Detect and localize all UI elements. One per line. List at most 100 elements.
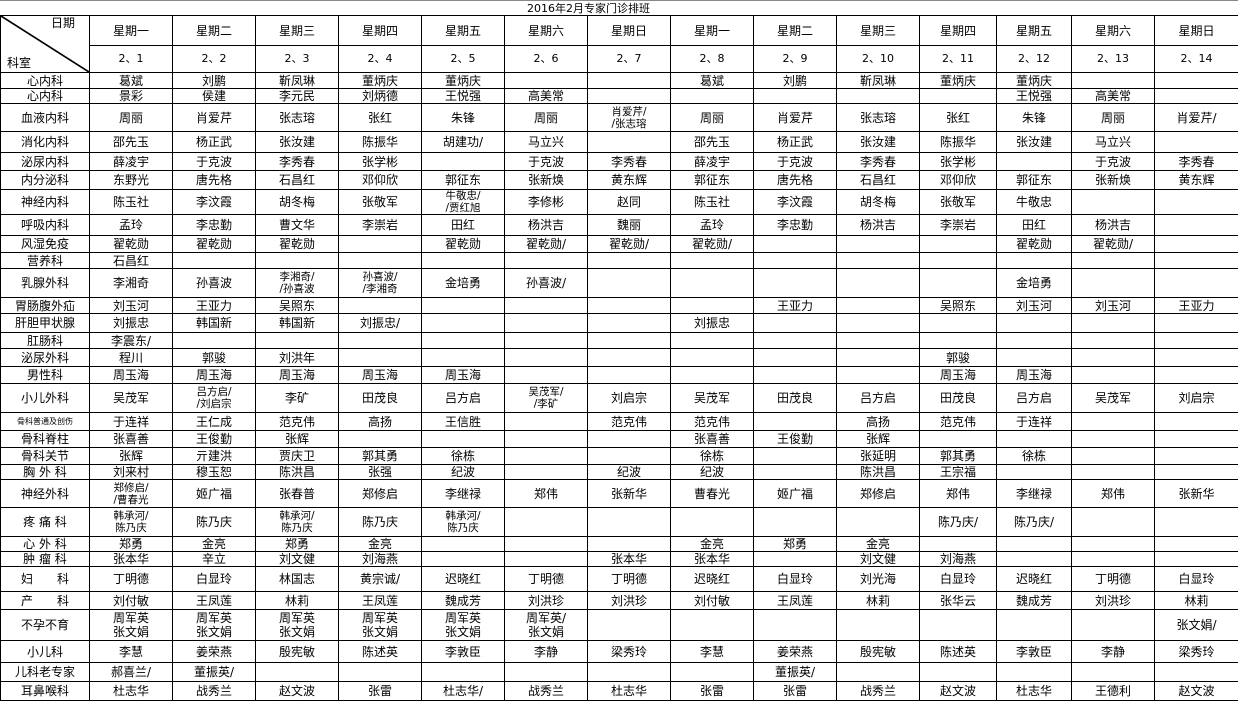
doctor-cell: 石昌红 bbox=[837, 171, 920, 190]
doctor-cell: 周丽 bbox=[505, 104, 588, 132]
doctor-cell: 林国志 bbox=[256, 567, 339, 592]
doctor-cell: 范克伟 bbox=[256, 413, 339, 431]
doctor-cell: 黄宗诚/ bbox=[339, 567, 422, 592]
doctor-cell: 杨洪吉 bbox=[837, 215, 920, 236]
weekday-header: 星期四 bbox=[920, 16, 997, 46]
dept-header-label: 科室 bbox=[7, 56, 31, 70]
doctor-cell: 李敦臣 bbox=[997, 641, 1072, 663]
doctor-cell: 刘玉河 bbox=[997, 298, 1072, 314]
doctor-cell bbox=[588, 89, 671, 104]
doctor-cell bbox=[671, 333, 754, 349]
doctor-cell: 迟晓红 bbox=[422, 567, 505, 592]
doctor-cell: 姜荣燕 bbox=[173, 641, 256, 663]
doctor-cell: 王俊勤 bbox=[173, 431, 256, 448]
doctor-cell: 翟乾勋 bbox=[422, 236, 505, 253]
date-header: 2、14 bbox=[1155, 46, 1238, 73]
doctor-cell bbox=[997, 431, 1072, 448]
doctor-cell bbox=[339, 298, 422, 314]
doctor-cell bbox=[997, 349, 1072, 367]
doctor-cell: 翟乾勋/ bbox=[588, 236, 671, 253]
doctor-cell: 胡冬梅 bbox=[837, 190, 920, 215]
doctor-cell: 陈玉社 bbox=[671, 190, 754, 215]
doctor-cell: 董炳庆 bbox=[997, 73, 1072, 89]
doctor-cell: 张学彬 bbox=[339, 153, 422, 171]
doctor-cell: 杜志华 bbox=[588, 682, 671, 701]
doctor-cell: 王凤莲 bbox=[339, 592, 422, 610]
doctor-cell: 李秀春 bbox=[837, 153, 920, 171]
doctor-cell: 田茂良 bbox=[920, 384, 997, 413]
doctor-cell: 林莉 bbox=[837, 592, 920, 610]
doctor-cell: 陈振华 bbox=[920, 132, 997, 153]
doctor-cell bbox=[754, 448, 837, 465]
doctor-cell: 周军英 张文娟 bbox=[339, 610, 422, 641]
doctor-cell: 刘振忠/ bbox=[339, 314, 422, 333]
doctor-cell bbox=[997, 610, 1072, 641]
doctor-cell bbox=[1155, 663, 1238, 682]
doctor-cell bbox=[1155, 215, 1238, 236]
doctor-cell: 周玉海 bbox=[173, 367, 256, 384]
doctor-cell: 白显玲 bbox=[173, 567, 256, 592]
doctor-cell: 纪波 bbox=[422, 465, 505, 480]
doctor-cell: 周玉海 bbox=[920, 367, 997, 384]
date-header: 2、5 bbox=[422, 46, 505, 73]
weekday-header: 星期六 bbox=[505, 16, 588, 46]
doctor-cell: 张华云 bbox=[920, 592, 997, 610]
doctor-cell: 于克波 bbox=[754, 153, 837, 171]
doctor-cell: 于连祥 bbox=[90, 413, 173, 431]
table-row: 骨科关节张辉亓建洪贾庆卫郭其勇徐栋徐栋张延明郭其勇徐栋 bbox=[1, 448, 1238, 465]
doctor-cell: 姬广福 bbox=[754, 480, 837, 508]
doctor-cell: 孟玲 bbox=[90, 215, 173, 236]
doctor-cell bbox=[920, 89, 997, 104]
date-header: 2、12 bbox=[997, 46, 1072, 73]
doctor-cell: 王信胜 bbox=[422, 413, 505, 431]
corner-header-cell: 日期 科室 bbox=[1, 16, 90, 73]
doctor-cell: 周军英 张文娟 bbox=[256, 610, 339, 641]
doctor-cell: 吕方启 bbox=[997, 384, 1072, 413]
doctor-cell: 田红 bbox=[997, 215, 1072, 236]
doctor-cell: 陈洪昌 bbox=[837, 465, 920, 480]
doctor-cell bbox=[671, 253, 754, 269]
doctor-cell: 吕方启 bbox=[422, 384, 505, 413]
doctor-cell: 李崇岩 bbox=[339, 215, 422, 236]
doctor-cell: 杜志华/ bbox=[422, 682, 505, 701]
doctor-cell: 周丽 bbox=[1072, 104, 1155, 132]
doctor-cell bbox=[1155, 448, 1238, 465]
doctor-cell: 范克伟 bbox=[920, 413, 997, 431]
doctor-cell bbox=[1155, 132, 1238, 153]
date-header: 2、13 bbox=[1072, 46, 1155, 73]
doctor-cell bbox=[997, 552, 1072, 567]
doctor-cell bbox=[505, 333, 588, 349]
doctor-cell: 徐栋 bbox=[997, 448, 1072, 465]
doctor-cell bbox=[422, 431, 505, 448]
doctor-cell: 唐先格 bbox=[173, 171, 256, 190]
doctor-cell: 李忠勤 bbox=[754, 215, 837, 236]
doctor-cell bbox=[173, 333, 256, 349]
doctor-cell bbox=[1072, 552, 1155, 567]
table-row: 风湿免疫翟乾勋翟乾勋翟乾勋翟乾勋翟乾勋/翟乾勋/翟乾勋/翟乾勋翟乾勋/ bbox=[1, 236, 1238, 253]
doctor-cell: 牛敬忠 bbox=[997, 190, 1072, 215]
table-row: 不孕不育周军英 张文娟周军英 张文娟周军英 张文娟周军英 张文娟周军英 张文娟周… bbox=[1, 610, 1238, 641]
doctor-cell bbox=[173, 253, 256, 269]
doctor-cell: 周玉海 bbox=[90, 367, 173, 384]
doctor-cell bbox=[754, 610, 837, 641]
doctor-cell: 郑修启/ /曹春光 bbox=[90, 480, 173, 508]
doctor-cell: 陈乃庆/ bbox=[997, 508, 1072, 537]
doctor-cell: 赵文波 bbox=[920, 682, 997, 701]
doctor-cell: 朱锋 bbox=[422, 104, 505, 132]
doctor-cell: 李元民 bbox=[256, 89, 339, 104]
doctor-cell: 刘振忠 bbox=[671, 314, 754, 333]
doctor-cell: 翟乾勋/ bbox=[671, 236, 754, 253]
doctor-cell: 唐先格 bbox=[754, 171, 837, 190]
doctor-cell: 刘洪珍 bbox=[505, 592, 588, 610]
doctor-cell: 张学彬 bbox=[920, 153, 997, 171]
doctor-cell: 李慧 bbox=[90, 641, 173, 663]
doctor-cell bbox=[505, 314, 588, 333]
doctor-cell: 李继禄 bbox=[997, 480, 1072, 508]
doctor-cell: 刘振忠 bbox=[90, 314, 173, 333]
doctor-cell bbox=[837, 367, 920, 384]
doctor-cell: 白显玲 bbox=[920, 567, 997, 592]
doctor-cell bbox=[1155, 349, 1238, 367]
doctor-cell: 殷宪敏 bbox=[256, 641, 339, 663]
doctor-cell bbox=[671, 89, 754, 104]
department-cell: 骨科关节 bbox=[1, 448, 90, 465]
